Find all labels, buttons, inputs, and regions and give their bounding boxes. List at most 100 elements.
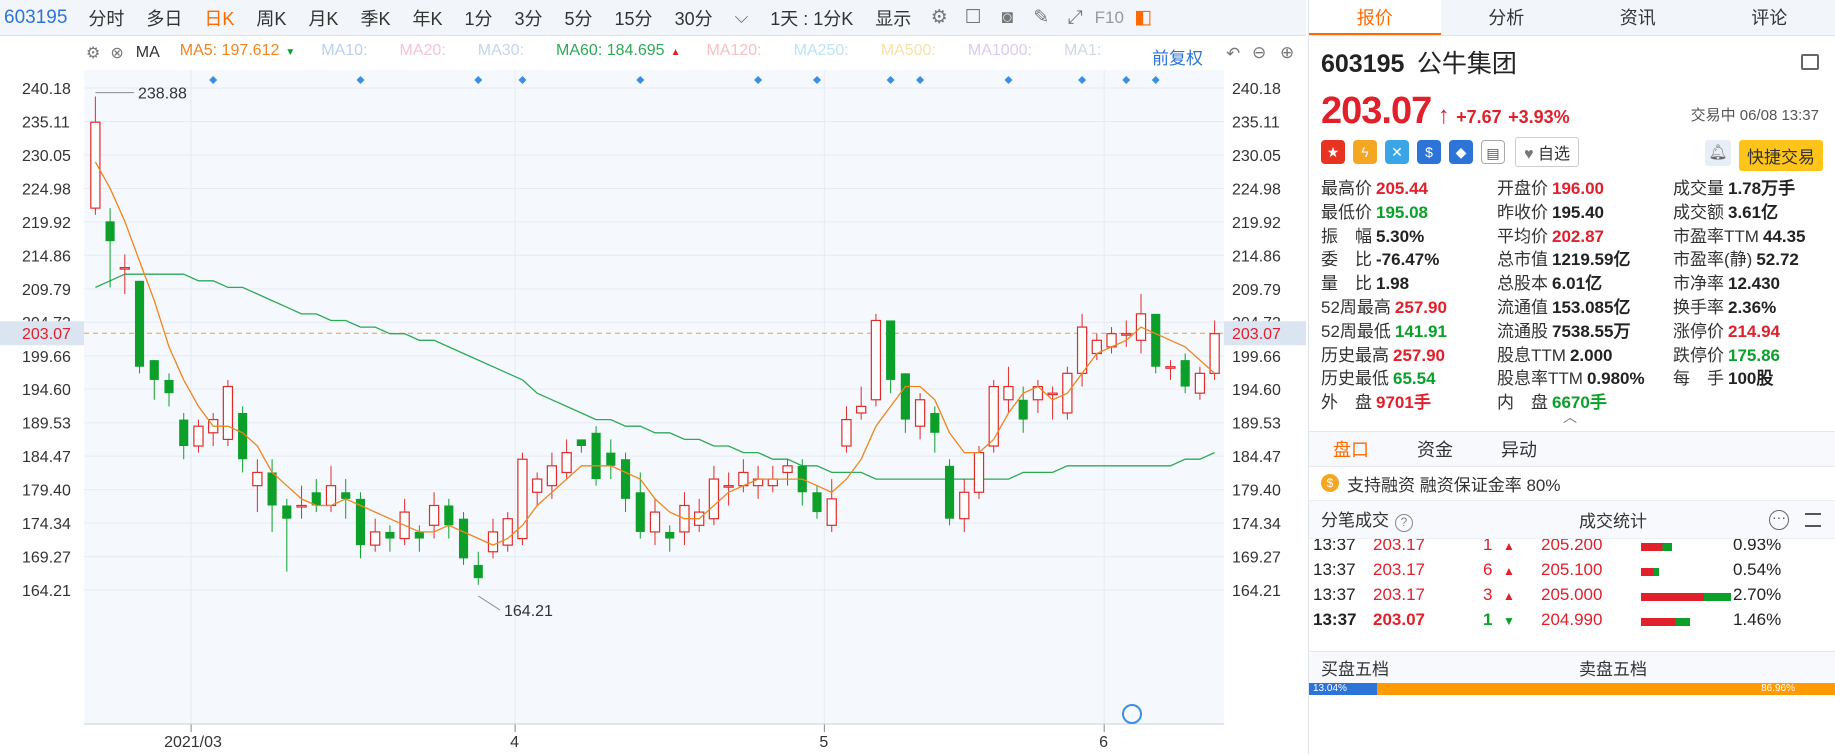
period-tab-7[interactable]: 1分 <box>464 8 493 29</box>
candle-body-down <box>282 505 292 519</box>
quote-item: 量 比 1.98 <box>1321 269 1497 292</box>
y-tick-label: 164.21 <box>22 583 71 600</box>
quote-item: 成交量 1.78万手 <box>1673 174 1835 197</box>
ma-item-9[interactable]: MA1: <box>1063 42 1102 59</box>
period-tab-6[interactable]: 年K <box>412 8 443 29</box>
candle-body-down <box>576 439 586 447</box>
candle-body-up <box>502 518 513 546</box>
candle-body-up <box>1047 392 1058 396</box>
settings-icon[interactable]: ⚙ <box>930 7 948 28</box>
right-tab-1[interactable]: 分析 <box>1488 8 1525 28</box>
tick-row: 13:37 203.07 1 ▼ <box>1309 610 1835 635</box>
period-tab-9[interactable]: 5分 <box>564 8 593 29</box>
china-flag-icon[interactable]: ★ <box>1321 140 1345 164</box>
period-tab-8[interactable]: 3分 <box>514 8 543 29</box>
sell-book-label[interactable]: 卖盘五档 <box>1579 659 1647 679</box>
period-tab-2[interactable]: 日K <box>204 8 235 29</box>
ma-item-6[interactable]: MA250: <box>793 42 849 59</box>
undo-icon[interactable]: ↶ <box>1226 44 1241 63</box>
right-tab-0[interactable]: 报价 <box>1309 0 1441 35</box>
quote-value: 2.36% <box>1728 297 1777 316</box>
quick-trade-button[interactable]: 快捷交易 <box>1739 140 1823 171</box>
help-icon[interactable]: ? <box>1395 514 1413 533</box>
depth-tab-2[interactable]: 异动 <box>1501 439 1537 460</box>
event-marker <box>1122 76 1131 84</box>
chevron-up-icon[interactable]: ︿ <box>1563 408 1577 425</box>
ticks-list: 13:37 203.17 1 ▲ 13:37 203.17 6 ▲ 13:37 203.17 3 ▲ 1… <box>1309 539 1835 651</box>
at-icon <box>1122 704 1142 724</box>
zoom-in-icon[interactable]: ⊕ <box>1280 43 1295 62</box>
candle-body-up <box>561 452 572 474</box>
adjust-button[interactable]: 前复权 <box>1152 49 1203 68</box>
quote-value: 257.90 <box>1393 345 1445 364</box>
collapse-toggle[interactable]: ︿ <box>1309 409 1835 425</box>
up-arrow-icon: ↑ <box>1437 102 1450 129</box>
range-dropdown[interactable]: 1天 : 1分K <box>770 8 854 29</box>
zoom-out-icon[interactable]: ⊖ <box>1252 43 1267 62</box>
watchlist-button[interactable]: ♥ 自选 <box>1515 137 1579 167</box>
quote-item: 成交额 3.61亿 <box>1673 198 1835 221</box>
ma-item-7[interactable]: MA500: <box>880 42 936 59</box>
kline-chart[interactable]: 240.18 240.18 235.11 235.11 230.05 230.05 224.… <box>0 36 1306 754</box>
candle-body-up <box>1194 372 1206 394</box>
quote-key: 每 手 <box>1673 369 1724 388</box>
f10-button[interactable]: F10 <box>1094 7 1124 27</box>
period-tab-5[interactable]: 季K <box>360 8 391 29</box>
ma-item-1[interactable]: MA10: <box>321 42 368 59</box>
period-tab-0[interactable]: 分时 <box>88 8 125 29</box>
bell-icon[interactable]: 🔔︎ <box>1705 140 1731 166</box>
dollar-icon[interactable]: $ <box>1417 140 1441 164</box>
ma-item-5[interactable]: MA120: <box>706 42 762 59</box>
depth-tab-1[interactable]: 资金 <box>1417 439 1453 460</box>
stats-pct: 1.46% <box>1733 609 1782 629</box>
right-tab-3[interactable]: 评论 <box>1751 8 1788 28</box>
candle-body-down <box>900 373 910 420</box>
y-tick-label: 174.34 <box>22 516 71 533</box>
ma-item-8[interactable]: MA1000: <box>967 42 1032 59</box>
ma-settings-icon[interactable]: ⚙ <box>86 45 101 62</box>
ma-item-0[interactable]: MA5: 197.612 <box>179 42 280 59</box>
buy-book-label[interactable]: 买盘五档 <box>1321 659 1389 679</box>
pen-icon[interactable]: ✎ <box>1033 7 1050 28</box>
depth-tab-0[interactable]: 盘口 <box>1333 439 1369 460</box>
period-tab-11[interactable]: 30分 <box>674 8 713 29</box>
note-icon[interactable]: ▤ <box>1481 140 1505 164</box>
ma-item-4[interactable]: MA60: 184.695 <box>556 42 665 59</box>
tick-time: 13:37 <box>1313 559 1356 579</box>
display-dropdown[interactable]: 显示 <box>875 8 912 29</box>
connect-icon[interactable]: ✕ <box>1385 140 1409 164</box>
tag-icon[interactable]: ◆ <box>1449 140 1473 164</box>
quote-item: 平均价 202.87 <box>1497 222 1673 245</box>
list-menu-icon[interactable] <box>1805 512 1821 527</box>
price-change: +7.67 <box>1456 107 1502 127</box>
menu-icon[interactable] <box>1801 54 1819 70</box>
period-tab-3[interactable]: 周K <box>256 8 287 29</box>
panel-toggle-icon[interactable]: ◧ <box>1134 7 1153 28</box>
quote-value: 3.61亿 <box>1728 202 1779 221</box>
more-periods-dropdown[interactable]: ⌵ <box>734 7 749 27</box>
candle-body-up <box>325 485 337 507</box>
right-tabs: 报价 分析 资讯 评论 <box>1309 0 1835 36</box>
quote-item: 内 盘 6670手 <box>1497 388 1673 411</box>
lightning-icon[interactable]: ϟ <box>1353 140 1377 164</box>
quote-item: 历史最高 257.90 <box>1321 341 1497 364</box>
ma-item-2[interactable]: MA20: <box>399 42 446 59</box>
candle-body-down <box>414 531 424 539</box>
up-arrow-icon: ▲ <box>670 47 681 58</box>
ma-label[interactable]: MA <box>135 44 160 61</box>
tick-volume: 1 <box>1483 538 1493 554</box>
more-icon[interactable]: ··· <box>1769 509 1789 530</box>
stats-bar <box>1641 542 1672 551</box>
candle-body-up <box>487 531 499 553</box>
period-tab-1[interactable]: 多日 <box>146 8 183 29</box>
candle-body-down <box>886 320 896 380</box>
period-tab-4[interactable]: 月K <box>308 8 339 29</box>
square-icon[interactable]: ☐ <box>964 7 982 28</box>
y-tick-label: 184.47 <box>22 449 71 466</box>
right-tab-2[interactable]: 资讯 <box>1619 8 1656 28</box>
fullscreen-icon[interactable]: ⤢ <box>1067 6 1083 28</box>
ma-item-3[interactable]: MA30: <box>477 42 525 59</box>
ma-close-icon[interactable]: ⊗ <box>110 45 124 62</box>
camera-icon[interactable]: ◙ <box>1001 6 1014 28</box>
period-tab-10[interactable]: 15分 <box>614 8 653 29</box>
